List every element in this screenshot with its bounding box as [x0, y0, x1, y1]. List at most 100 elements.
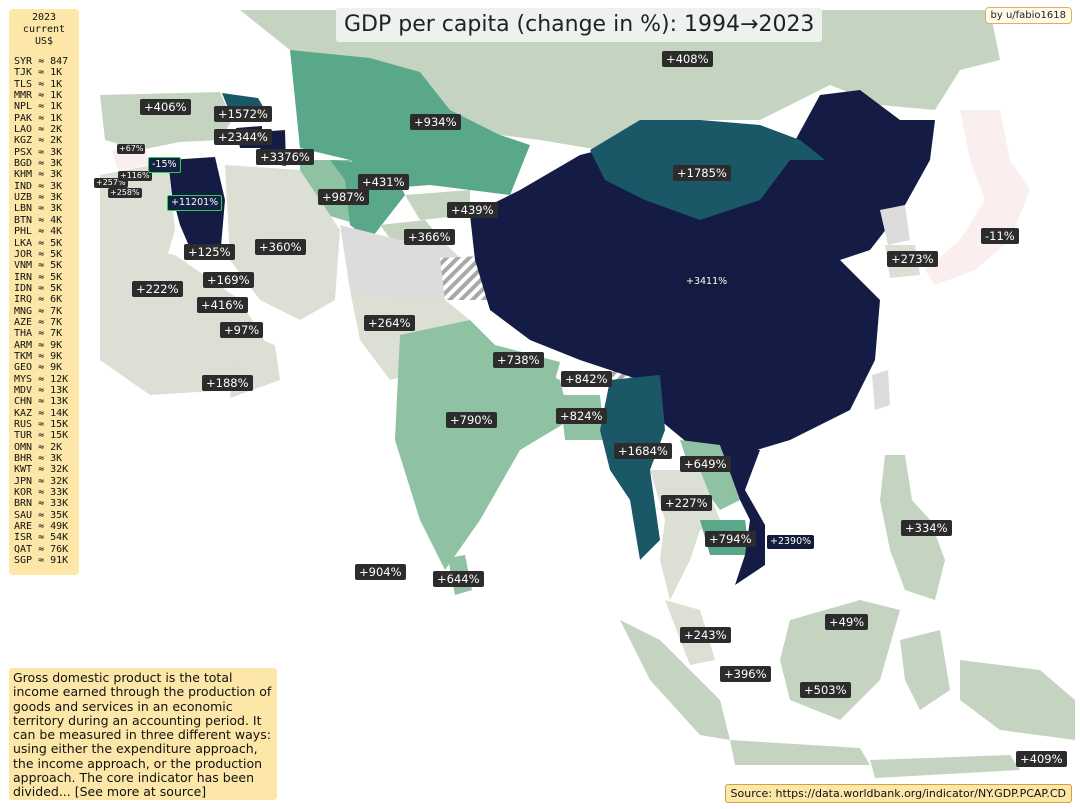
label-kyrgyzstan: +439%	[447, 202, 498, 218]
region-myanmar	[600, 375, 665, 560]
label-brunei: +49%	[825, 614, 869, 630]
legend-entry: LBN ≈ 3K	[14, 203, 63, 215]
label-philippines: +334%	[901, 520, 952, 536]
legend-header: 2023 current US$	[22, 12, 66, 47]
region-russia	[240, 10, 1000, 150]
legend-entry: TLS ≈ 1K	[14, 78, 63, 90]
legend-entry: KAZ ≈ 14K	[14, 407, 69, 419]
label-georgia: +1572%	[214, 106, 272, 122]
label-kuwait: +169%	[203, 272, 254, 288]
label-sri-lanka: +644%	[433, 571, 484, 587]
map-title: GDP per capita (change in %): 1994→2023	[336, 8, 823, 42]
label-laos: +649%	[680, 456, 731, 472]
region-saudi-arabia	[100, 240, 270, 395]
label-iraq: +11201%	[167, 195, 223, 211]
label-india: +790%	[446, 412, 497, 428]
legend-entry: PAK ≈ 1K	[14, 112, 63, 124]
label-armenia: +2344%	[214, 129, 272, 145]
legend-entry: LAO ≈ 2K	[14, 124, 63, 136]
legend-entry: MYS ≈ 12K	[14, 373, 69, 385]
label-syria: -15%	[148, 157, 181, 173]
label-azerbaijan: +3376%	[256, 149, 314, 165]
legend-entry: BRN ≈ 33K	[14, 498, 69, 510]
legend-entry: RUS ≈ 15K	[14, 419, 69, 430]
label-tajikistan: +366%	[404, 229, 455, 245]
label-myanmar: +1684%	[614, 443, 672, 459]
label-cyprus: +67%	[117, 144, 146, 154]
label-kazakhstan: +934%	[410, 114, 461, 130]
label-cambodia: +794%	[705, 531, 756, 547]
legend-entry: JPN ≈ 32K	[14, 475, 69, 487]
label-bhutan: +842%	[561, 371, 612, 387]
legend-entry: BTN ≈ 4K	[14, 214, 63, 226]
label-qatar: +97%	[220, 322, 264, 338]
label-china: +3411%	[683, 275, 731, 289]
legend-entry: KWT ≈ 32K	[14, 464, 69, 476]
legend-entry: SYR ≈ 847	[14, 56, 69, 67]
label-pakistan: +264%	[364, 315, 415, 331]
legend-entry: KGZ ≈ 2K	[14, 135, 63, 147]
label-bahrain: +416%	[197, 297, 248, 313]
label-vietnam: +2390%	[767, 535, 815, 549]
region-lesser-sunda	[870, 755, 1020, 778]
author-credit: by u/fabio1618	[984, 7, 1072, 24]
region-sumatra	[620, 620, 730, 740]
legend-entry: SGP ≈ 91K	[14, 555, 69, 567]
source-link[interactable]: Source: https://data.worldbank.org/indic…	[724, 784, 1072, 803]
legend-entry: PHL ≈ 4K	[14, 226, 63, 238]
legend-entry: UZB ≈ 3K	[14, 192, 63, 204]
legend-entry: IND ≈ 3K	[14, 180, 63, 192]
label-singapore: +396%	[720, 666, 771, 682]
label-japan: -11%	[981, 228, 1019, 244]
label-mongolia: +1785%	[673, 165, 731, 181]
region-sulawesi	[900, 630, 950, 710]
label-south-korea: +273%	[887, 251, 938, 267]
region-new-guinea	[960, 660, 1075, 740]
label-malaysia: +243%	[680, 627, 731, 643]
legend-entry: SAU ≈ 35K	[14, 509, 69, 521]
region-china	[470, 90, 935, 455]
label-turkey: +406%	[140, 99, 191, 115]
legend-entry: BGD ≈ 3K	[14, 158, 63, 170]
region-vietnam	[720, 445, 765, 585]
legend-entry: AZE ≈ 7K	[14, 316, 63, 328]
legend-entry: ARM ≈ 9K	[14, 339, 63, 351]
label-jordan: +125%	[184, 244, 235, 260]
legend-entry: BHR ≈ 3K	[14, 453, 63, 465]
legend-entry: IRN ≈ 5K	[14, 271, 63, 283]
legend-entry: IDN ≈ 5K	[14, 282, 63, 294]
legend-entry: MMR ≈ 1K	[14, 90, 63, 102]
legend-entry: GEO ≈ 9K	[14, 362, 63, 374]
legend-entry: ISR ≈ 54K	[14, 532, 69, 544]
label-turkmenistan: +987%	[318, 189, 369, 205]
legend-entry: QAT ≈ 76K	[14, 543, 69, 555]
legend-entry: KHM ≈ 3K	[14, 169, 63, 181]
legend-entry: LKA ≈ 5K	[14, 237, 63, 249]
label-iran: +360%	[255, 239, 306, 255]
region-india	[395, 320, 570, 570]
legend-entry: OMN ≈ 2K	[14, 441, 63, 453]
region-turkey	[100, 92, 232, 150]
label-thailand: +227%	[661, 495, 712, 511]
label-oman: +188%	[202, 375, 253, 391]
legend-entry: VNM ≈ 5K	[14, 260, 63, 272]
label-israel: +116%	[118, 171, 152, 181]
label-lebanon: +257%	[94, 178, 128, 188]
legend-list: SYR ≈ 847 TJK ≈ 1K TLS ≈ 1K MMR ≈ 1K NPL ≈ 1…	[14, 56, 79, 566]
legend-entry: MNG ≈ 7K	[14, 305, 63, 317]
label-saudi-arabia: +222%	[132, 281, 183, 297]
legend-entry: TKM ≈ 9K	[14, 350, 63, 362]
label-timor-leste: +409%	[1016, 751, 1067, 767]
label-palestine: +258%	[108, 188, 142, 198]
legend-entry: IRQ ≈ 6K	[14, 294, 63, 306]
gdp-legend: 2023 current US$ SYR ≈ 847 TJK ≈ 1K TLS ≈ …	[9, 9, 79, 575]
description-box: Gross domestic product is the total inco…	[9, 668, 277, 800]
label-uzbekistan: +431%	[358, 174, 409, 190]
legend-entry: NPL ≈ 1K	[14, 101, 63, 113]
label-bangladesh: +824%	[556, 408, 607, 424]
label-maldives: +904%	[355, 564, 406, 580]
legend-entry: KOR ≈ 33K	[14, 487, 69, 499]
legend-entry: PSX ≈ 3K	[14, 146, 63, 158]
legend-entry: TUR ≈ 15K	[14, 430, 69, 442]
legend-entry: TJK ≈ 1K	[14, 67, 63, 79]
